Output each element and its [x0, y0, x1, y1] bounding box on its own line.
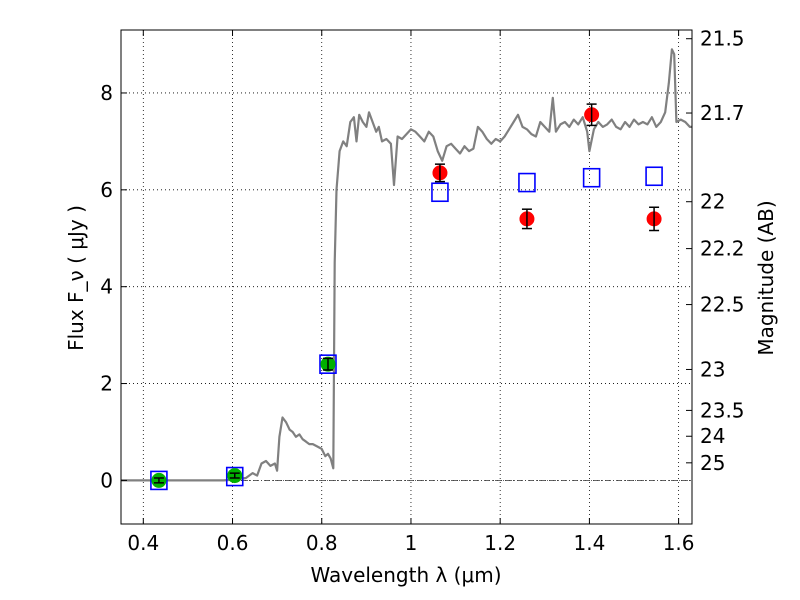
observed-photometry-series	[151, 103, 662, 488]
model-photometry-square	[225, 466, 244, 487]
x-axis-label: Wavelength λ (μm)	[310, 563, 501, 587]
y2-tick-label: 25	[700, 451, 725, 475]
model-photometry-square	[645, 166, 663, 187]
model-photometry-square	[150, 470, 168, 491]
x-tick-label: 0.6	[217, 531, 249, 555]
y2-tick-label: 22.2	[700, 237, 745, 261]
spectrum-series	[121, 48, 692, 482]
model-photometry-series	[150, 166, 663, 491]
y2-tick-label: 21.7	[700, 101, 745, 125]
x-axis-ticks: 0.4 0.6 0.8 1 1.2 1.4 1.6	[127, 30, 695, 555]
model-photometry-square	[431, 182, 449, 203]
y-axis-label: Flux F_ν ( μJy )	[64, 205, 88, 351]
model-photometry-square	[582, 167, 601, 188]
y-axis-ticks: 0 2 4 6 8	[100, 81, 127, 492]
model-photometry-square	[518, 172, 536, 193]
y2-tick-label: 24	[700, 424, 725, 448]
y2-axis-label: Magnitude (AB)	[754, 200, 778, 355]
y-tick-label: 8	[100, 81, 113, 105]
x-tick-label: 1.6	[663, 531, 695, 555]
y-tick-label: 0	[100, 468, 113, 492]
model-photometry-square	[319, 354, 337, 374]
x-tick-label: 1.4	[573, 531, 605, 555]
x-tick-label: 0.8	[306, 531, 338, 555]
y2-tick-label: 21.5	[700, 27, 745, 51]
y2-axis-ticks: 21.5 21.7 22 22.2 22.5 23 23.524 25	[686, 27, 745, 475]
y-tick-label: 2	[100, 372, 113, 396]
y-tick-label: 4	[100, 275, 113, 299]
y2-tick-label: 22	[700, 190, 725, 214]
y-tick-label: 6	[100, 178, 113, 202]
y2-tick-label: 23.5	[700, 398, 745, 422]
grid-lines	[121, 30, 692, 524]
x-tick-label: 0.4	[127, 531, 159, 555]
x-tick-label: 1	[405, 531, 418, 555]
y2-tick-label: 22.5	[700, 293, 745, 317]
spectrum-line	[121, 48, 692, 482]
y2-tick-label: 23	[700, 357, 725, 381]
plot-frame	[120, 29, 693, 525]
x-tick-label: 1.2	[484, 531, 516, 555]
